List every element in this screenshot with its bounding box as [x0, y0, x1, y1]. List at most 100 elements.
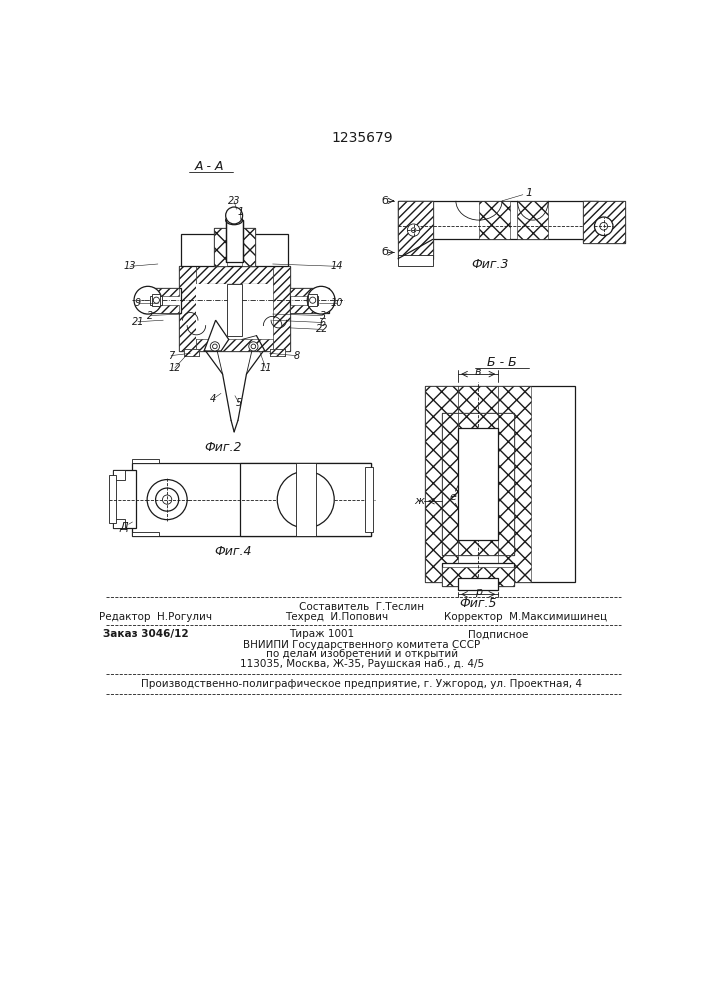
Circle shape: [156, 488, 179, 511]
Text: Тираж 1001: Тираж 1001: [288, 629, 354, 639]
Text: Б - Б: Б - Б: [487, 356, 517, 369]
Circle shape: [134, 286, 162, 314]
Text: 23: 23: [228, 196, 240, 206]
Ellipse shape: [226, 215, 243, 225]
Circle shape: [251, 344, 256, 349]
Text: Корректор  М.Максимишинец: Корректор М.Максимишинец: [443, 612, 607, 622]
Bar: [308, 294, 317, 306]
Polygon shape: [583, 201, 625, 243]
Text: е: е: [450, 492, 456, 502]
Text: 21: 21: [132, 317, 144, 327]
Circle shape: [249, 342, 258, 351]
Circle shape: [595, 217, 613, 235]
Polygon shape: [242, 228, 255, 266]
Polygon shape: [291, 288, 327, 296]
Text: ВНИИПИ Государственного комитета СССР: ВНИИПИ Государственного комитета СССР: [243, 640, 481, 650]
Polygon shape: [498, 413, 515, 555]
Polygon shape: [518, 201, 549, 239]
Bar: [307, 296, 318, 305]
Bar: [179, 266, 291, 351]
Bar: [398, 201, 433, 259]
Bar: [365, 466, 373, 532]
Text: Фиг.2: Фиг.2: [204, 441, 242, 454]
Circle shape: [411, 228, 416, 232]
Polygon shape: [458, 413, 498, 428]
Polygon shape: [458, 386, 498, 413]
Bar: [240, 463, 371, 536]
Circle shape: [310, 297, 316, 303]
Bar: [227, 284, 242, 336]
Text: 1: 1: [525, 188, 532, 198]
Bar: [132, 463, 371, 536]
Polygon shape: [204, 284, 265, 336]
Circle shape: [210, 342, 219, 351]
Polygon shape: [479, 201, 510, 239]
Bar: [113, 470, 125, 480]
Polygon shape: [498, 386, 532, 582]
Text: б: б: [382, 196, 388, 206]
Text: 10: 10: [330, 298, 343, 308]
Polygon shape: [442, 413, 458, 555]
Bar: [132, 459, 160, 463]
Text: ж: ж: [415, 496, 425, 506]
Polygon shape: [143, 305, 179, 312]
Circle shape: [163, 495, 172, 504]
Text: 1235679: 1235679: [331, 131, 393, 145]
Polygon shape: [143, 288, 179, 296]
Text: 2: 2: [147, 311, 153, 321]
Text: по делам изобретений и открытий: по делам изобретений и открытий: [266, 649, 458, 659]
Bar: [143, 288, 181, 312]
Bar: [583, 201, 625, 243]
Bar: [113, 470, 136, 528]
Text: 13: 13: [124, 261, 136, 271]
Polygon shape: [214, 228, 227, 266]
Bar: [442, 413, 515, 555]
Bar: [291, 288, 329, 312]
Text: Фиг.4: Фиг.4: [214, 545, 252, 558]
Bar: [296, 463, 316, 536]
Polygon shape: [184, 349, 199, 356]
Polygon shape: [240, 463, 371, 536]
Polygon shape: [204, 320, 229, 351]
Text: Д: Д: [119, 522, 129, 532]
Text: 14: 14: [330, 261, 343, 271]
Text: р: р: [474, 587, 481, 597]
Bar: [152, 294, 160, 306]
Text: Подписное: Подписное: [468, 629, 528, 639]
Polygon shape: [291, 305, 327, 312]
Polygon shape: [197, 266, 273, 284]
Text: Фиг.5: Фиг.5: [460, 597, 497, 610]
Bar: [458, 578, 498, 590]
Text: 113035, Москва, Ж-35, Раушская наб., д. 4/5: 113035, Москва, Ж-35, Раушская наб., д. …: [240, 659, 484, 669]
Polygon shape: [442, 567, 515, 586]
Polygon shape: [273, 266, 291, 351]
Circle shape: [213, 344, 217, 349]
Bar: [150, 296, 162, 305]
Text: Заказ 3046/12: Заказ 3046/12: [103, 629, 188, 639]
Circle shape: [277, 471, 334, 528]
Circle shape: [308, 286, 335, 314]
Text: Редактор  Н.Рогулич: Редактор Н.Рогулич: [99, 612, 212, 622]
Polygon shape: [398, 201, 433, 259]
Circle shape: [147, 480, 187, 520]
Bar: [113, 519, 125, 528]
Bar: [226, 220, 243, 262]
Bar: [398, 201, 598, 239]
Bar: [458, 428, 498, 540]
Polygon shape: [197, 339, 273, 351]
Text: 5: 5: [235, 398, 242, 408]
Circle shape: [600, 222, 607, 230]
Text: Техред  И.Попович: Техред И.Попович: [285, 612, 388, 622]
Text: 4: 4: [210, 394, 216, 404]
Bar: [425, 386, 575, 582]
Bar: [109, 475, 117, 523]
Text: 9: 9: [135, 298, 141, 308]
Text: 8: 8: [293, 351, 300, 361]
Text: 1: 1: [237, 207, 243, 217]
Polygon shape: [269, 349, 285, 356]
Bar: [442, 563, 515, 586]
Text: Производственно-полиграфическое предприятие, г. Ужгород, ул. Проектная, 4: Производственно-полиграфическое предприя…: [141, 679, 583, 689]
Bar: [214, 228, 255, 266]
Polygon shape: [458, 540, 498, 555]
Text: Фиг.3: Фиг.3: [472, 258, 509, 271]
